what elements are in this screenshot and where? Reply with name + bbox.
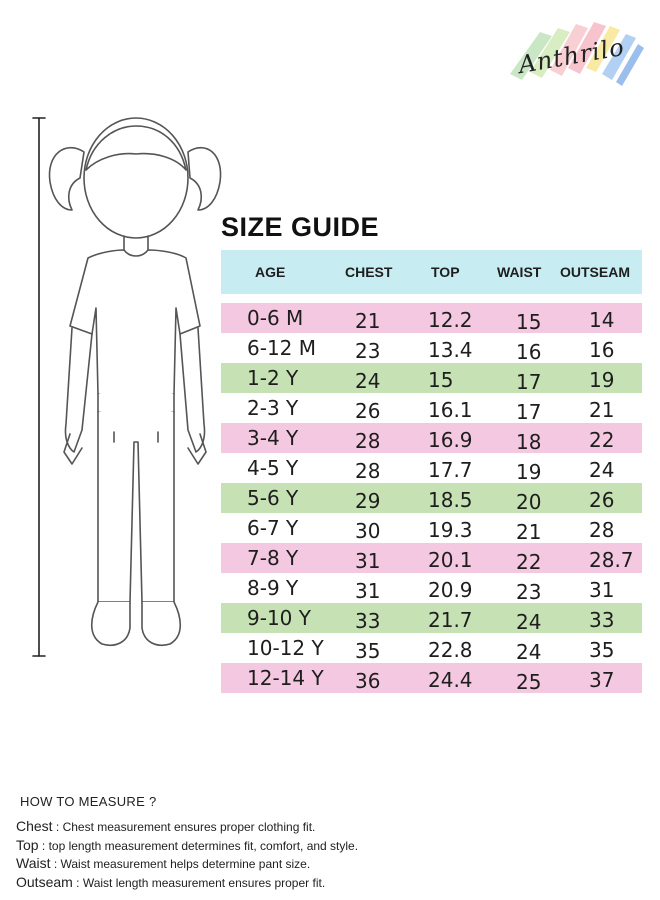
cell-chest: 35: [355, 639, 381, 663]
table-row: 1-2 Y 24 15 17 19: [221, 363, 642, 394]
cell-age: 5-6 Y: [247, 486, 299, 510]
cell-outseam: 26: [589, 488, 615, 512]
measure-notes: Chest : Chest measurement ensures proper…: [16, 818, 358, 892]
brand-logo: Anthrilo: [500, 12, 645, 92]
header-age: AGE: [255, 264, 286, 280]
cell-outseam: 33: [589, 608, 615, 632]
header-outseam: OUTSEAM: [560, 264, 630, 280]
cell-top: 20.9: [428, 578, 473, 602]
note-waist: Waist : Waist measurement helps determin…: [16, 855, 311, 871]
table-row: 6-7 Y 30 19.3 21 28: [221, 513, 642, 544]
cell-age: 12-14 Y: [247, 666, 324, 690]
cell-chest: 28: [355, 429, 381, 453]
cell-chest: 28: [355, 459, 381, 483]
cell-waist: 18: [516, 430, 542, 454]
note-outseam: Outseam : Waist length measurement ensur…: [16, 873, 326, 890]
how-to-measure-heading: HOW TO MEASURE ?: [20, 794, 157, 809]
cell-top: 20.1: [428, 548, 473, 572]
table-row: 6-12 M 23 13.4 16 16: [221, 333, 642, 364]
table-row: 0-6 M 21 12.2 15 14: [221, 303, 642, 334]
cell-outseam: 28: [589, 518, 615, 542]
header-chest: CHEST: [345, 264, 393, 280]
cell-outseam: 14: [589, 308, 615, 332]
table-row: 3-4 Y 28 16.9 18 22: [221, 423, 642, 454]
size-table: AGE CHEST TOP WAIST OUTSEAM 0-6 M 21 12.2 1…: [221, 250, 642, 694]
cell-top: 16.9: [428, 428, 473, 452]
cell-age: 6-12 M: [247, 336, 317, 360]
table-row: 4-5 Y 28 17.7 19 24: [221, 453, 642, 484]
table-row: 12-14 Y 36 24.4 25 37: [221, 663, 642, 694]
table-row: 8-9 Y 31 20.9 23 31: [221, 573, 642, 604]
cell-outseam: 21: [589, 398, 615, 422]
cell-chest: 31: [355, 579, 381, 603]
cell-age: 0-6 M: [247, 306, 304, 330]
cell-waist: 21: [516, 520, 542, 544]
cell-waist: 25: [516, 670, 542, 694]
cell-chest: 29: [355, 489, 381, 513]
cell-outseam: 22: [589, 428, 615, 452]
cell-outseam: 24: [589, 458, 615, 482]
cell-age: 6-7 Y: [247, 516, 299, 540]
cell-age: 9-10 Y: [247, 606, 311, 630]
note-chest: Chest : Chest measurement ensures proper…: [16, 818, 316, 834]
cell-outseam: 37: [589, 668, 615, 692]
page-title: SIZE GUIDE: [221, 212, 380, 242]
cell-chest: 24: [355, 369, 381, 393]
cell-top: 17.7: [428, 458, 473, 482]
table-row: 5-6 Y 29 18.5 20 26: [221, 483, 642, 514]
logo-watercolor-strokes: [510, 22, 644, 86]
cell-waist: 17: [516, 370, 542, 394]
cell-age: 1-2 Y: [247, 366, 299, 390]
table-row: 9-10 Y 33 21.7 24 33: [221, 603, 642, 634]
cell-waist: 23: [516, 580, 542, 604]
cell-top: 15: [428, 368, 454, 392]
cell-top: 21.7: [428, 608, 473, 632]
cell-top: 13.4: [428, 338, 473, 362]
table-header: AGE CHEST TOP WAIST OUTSEAM: [221, 250, 642, 294]
cell-waist: 20: [516, 490, 542, 514]
cell-chest: 36: [355, 669, 381, 693]
cell-outseam: 19: [589, 368, 615, 392]
cell-top: 18.5: [428, 488, 473, 512]
cell-age: 7-8 Y: [247, 546, 299, 570]
cell-age: 3-4 Y: [247, 426, 299, 450]
cell-top: 24.4: [428, 668, 473, 692]
table-row: 2-3 Y 26 16.1 17 21: [221, 393, 642, 424]
table-row: 10-12 Y 35 22.8 24 35: [221, 633, 642, 664]
header-top: TOP: [431, 264, 460, 280]
child-figure-illustration: [28, 112, 228, 662]
cell-chest: 30: [355, 519, 381, 543]
cell-outseam: 16: [589, 338, 615, 362]
cell-age: 4-5 Y: [247, 456, 299, 480]
cell-outseam: 31: [589, 578, 615, 602]
cell-waist: 22: [516, 550, 542, 574]
cell-top: 19.3: [428, 518, 473, 542]
cell-outseam: 35: [589, 638, 615, 662]
cell-outseam: 28.7: [589, 548, 634, 572]
cell-top: 16.1: [428, 398, 473, 422]
cell-top: 22.8: [428, 638, 473, 662]
cell-waist: 19: [516, 460, 542, 484]
cell-chest: 33: [355, 609, 381, 633]
cell-waist: 16: [516, 340, 542, 364]
cell-age: 2-3 Y: [247, 396, 299, 420]
cell-chest: 26: [355, 399, 381, 423]
cell-top: 12.2: [428, 308, 473, 332]
cell-chest: 23: [355, 339, 381, 363]
cell-chest: 31: [355, 549, 381, 573]
table-row: 7-8 Y 31 20.1 22 28.7: [221, 543, 642, 574]
cell-age: 10-12 Y: [247, 636, 324, 660]
cell-chest: 21: [355, 309, 381, 333]
cell-waist: 24: [516, 610, 542, 634]
cell-waist: 15: [516, 310, 542, 334]
cell-waist: 24: [516, 640, 542, 664]
cell-age: 8-9 Y: [247, 576, 299, 600]
table-body: 0-6 M 21 12.2 15 14 6-12 M 23 13.4 16 16 1-2 Y 24 15…: [221, 303, 642, 694]
cell-waist: 17: [516, 400, 542, 424]
note-top: Top : top length measurement determines …: [16, 836, 359, 853]
header-waist: WAIST: [497, 264, 542, 280]
